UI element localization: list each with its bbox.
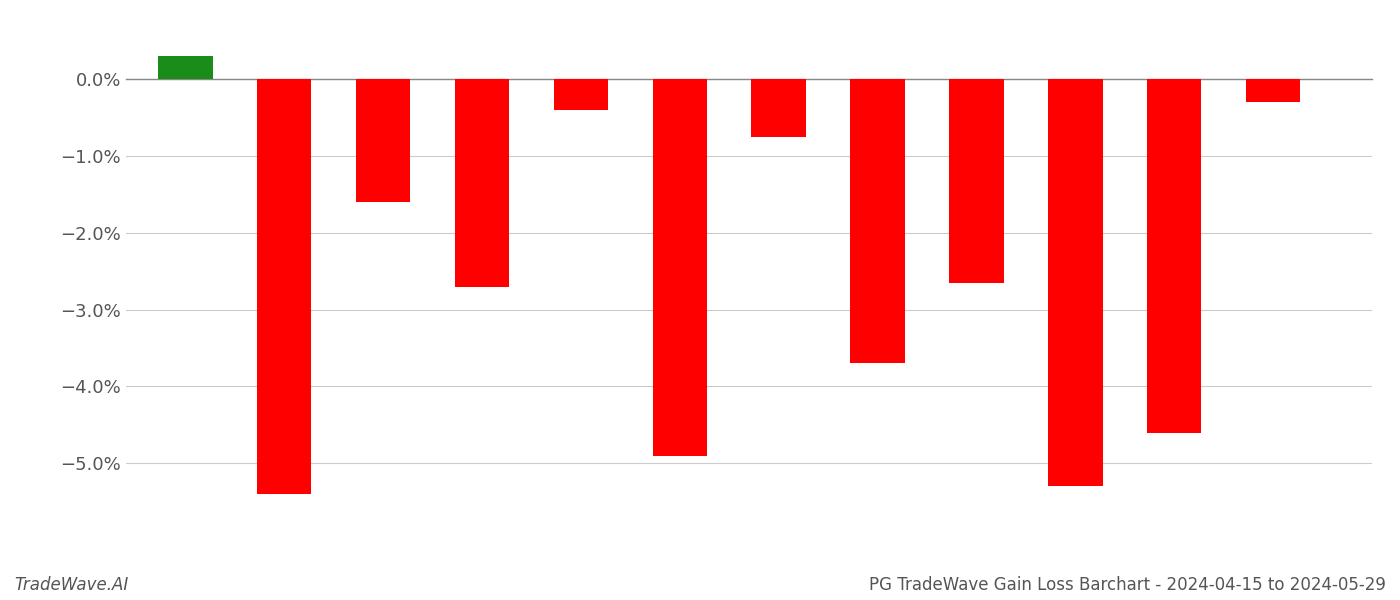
Bar (1147, 79, 1201, 433)
Bar (158, 56, 213, 79)
Bar (258, 79, 311, 494)
Bar (850, 79, 904, 364)
Bar (949, 79, 1004, 283)
Text: TradeWave.AI: TradeWave.AI (14, 576, 129, 594)
Bar (553, 79, 608, 110)
Text: PG TradeWave Gain Loss Barchart - 2024-04-15 to 2024-05-29: PG TradeWave Gain Loss Barchart - 2024-0… (869, 576, 1386, 594)
Bar (1049, 79, 1103, 486)
Bar (356, 79, 410, 202)
Bar (455, 79, 510, 287)
Bar (1246, 79, 1301, 103)
Bar (652, 79, 707, 455)
Bar (752, 79, 806, 137)
